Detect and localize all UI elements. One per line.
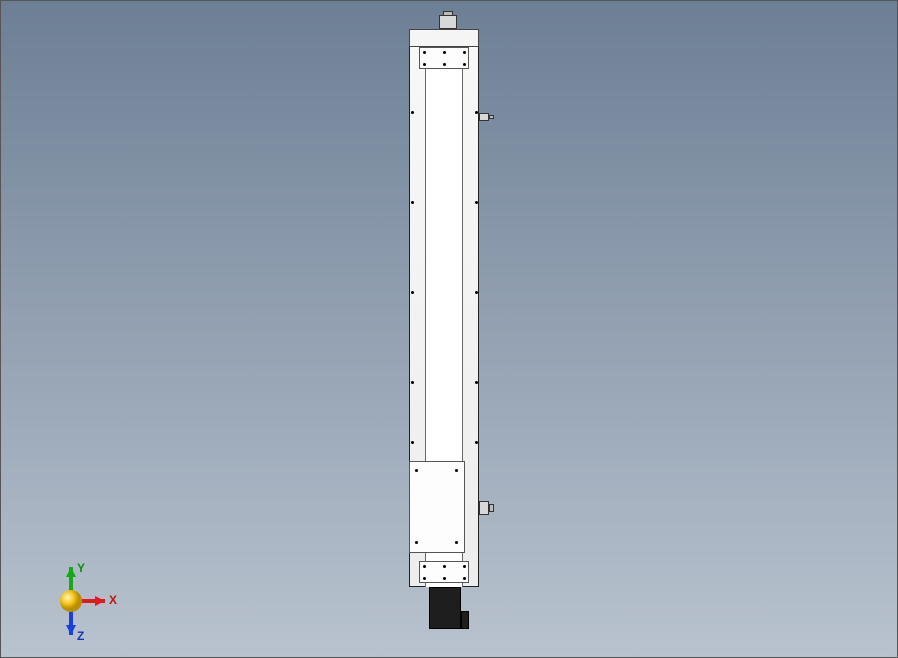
cad-viewport[interactable]: X Y Z	[0, 0, 898, 658]
axis-label-z: Z	[77, 629, 84, 643]
axis-label-y: Y	[77, 561, 85, 575]
orientation-triad[interactable]	[1, 1, 898, 658]
axis-label-x: X	[109, 593, 117, 607]
